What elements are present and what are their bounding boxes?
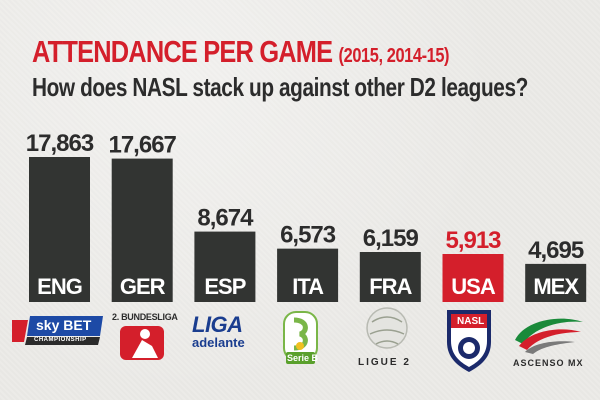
category-label-ger: GER: [120, 274, 166, 299]
page-title: ATTENDANCE PER GAME (2015, 2014-15): [32, 34, 450, 70]
value-label-ger: 17,667: [108, 132, 176, 159]
logo-nasl: NASL: [442, 308, 496, 374]
logo-ascenso-mx: ASCENSO MX: [505, 310, 590, 372]
category-label-mex: MEX: [533, 274, 579, 299]
logo-serie-b: Serie B: [278, 308, 323, 368]
logo-esp-line2: adelante: [192, 335, 245, 350]
logo-sky-bet-championship: sky BET CHAMPIONSHIP: [10, 312, 105, 348]
logo-mex-line1: ASCENSO MX: [513, 358, 584, 368]
value-label-usa: 5,913: [445, 227, 501, 254]
title-main: ATTENDANCE PER GAME: [32, 34, 333, 69]
category-label-ita: ITA: [292, 274, 324, 299]
logo-liga-adelante: LIGA adelante: [187, 312, 262, 352]
value-label-ita: 6,573: [280, 222, 336, 249]
logo-usa-line1: NASL: [457, 316, 485, 327]
logo-ger-line1: 2. BUNDESLIGA: [112, 312, 178, 322]
value-label-eng: 17,863: [26, 130, 94, 157]
value-label-fra: 6,159: [363, 225, 419, 252]
bar-fra: [359, 252, 421, 302]
bar-esp: [194, 231, 256, 302]
bar-eng: [29, 157, 90, 302]
page-subtitle: How does NASL stack up against other D2 …: [32, 72, 528, 102]
bar-mex: [525, 263, 587, 302]
value-label-esp: 8,674: [197, 205, 254, 232]
logo-ligue-2: LIGUE 2: [352, 306, 422, 372]
logo-eng-line1: sky BET: [36, 317, 92, 333]
bar-usa: [442, 254, 504, 302]
logo-fra-line1: LIGUE 2: [358, 357, 411, 368]
bar-ger: [111, 158, 173, 302]
category-label-esp: ESP: [204, 274, 245, 299]
logo-ita-line1: Serie B: [287, 353, 319, 363]
category-label-eng: ENG: [37, 274, 82, 299]
category-label-fra: FRA: [369, 274, 412, 299]
category-label-usa: USA: [451, 274, 496, 299]
logo-2-bundesliga: 2. BUNDESLIGA: [110, 312, 178, 362]
logo-eng-line2: CHAMPIONSHIP: [34, 337, 87, 343]
bar-ita: [277, 248, 339, 302]
title-years: (2015, 2014-15): [338, 45, 450, 67]
logo-esp-line1: LIGA: [192, 312, 243, 337]
value-label-mex: 4,695: [528, 237, 584, 264]
